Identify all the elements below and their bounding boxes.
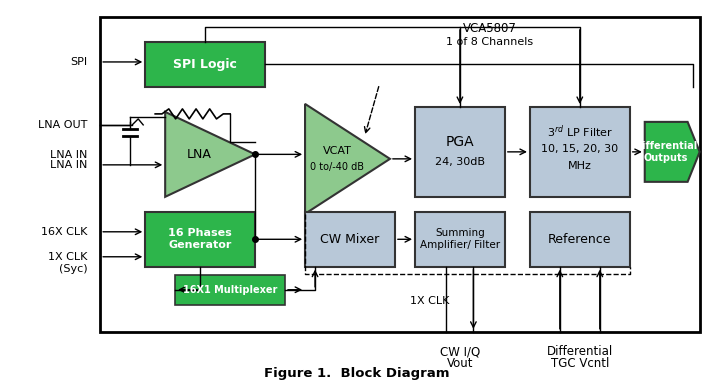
Text: Figure 1.  Block Diagram: Figure 1. Block Diagram: [265, 367, 450, 380]
Bar: [100, 17, 700, 332]
Text: SPI Logic: SPI Logic: [173, 58, 237, 71]
Text: VCAT: VCAT: [323, 146, 352, 156]
Text: LNA IN: LNA IN: [50, 150, 87, 160]
Text: MHz: MHz: [568, 161, 592, 171]
Bar: [145, 212, 255, 267]
Bar: [415, 212, 505, 267]
Text: 16X CLK: 16X CLK: [41, 227, 87, 237]
Text: CW I/Q: CW I/Q: [440, 345, 480, 358]
Text: TGC Vcntl: TGC Vcntl: [551, 357, 609, 370]
Text: 1X CLK: 1X CLK: [410, 296, 449, 306]
Text: PGA: PGA: [445, 135, 474, 149]
Text: LNA OUT: LNA OUT: [38, 120, 87, 130]
Text: CW Mixer: CW Mixer: [320, 233, 380, 246]
Text: LNA: LNA: [187, 148, 212, 161]
Bar: [145, 42, 265, 87]
Text: 24, 30dB: 24, 30dB: [435, 157, 485, 167]
Text: 1 of 8 Channels: 1 of 8 Channels: [446, 37, 533, 47]
Bar: [415, 107, 505, 197]
Text: 16X1 Multiplexer: 16X1 Multiplexer: [183, 285, 277, 295]
Bar: [175, 275, 285, 305]
Text: 16 Phases
Generator: 16 Phases Generator: [168, 228, 232, 250]
Text: VCA5807: VCA5807: [463, 23, 517, 36]
Text: 10, 15, 20, 30: 10, 15, 20, 30: [541, 144, 618, 154]
Text: Reference: Reference: [548, 233, 611, 246]
Bar: [305, 212, 395, 267]
Polygon shape: [645, 122, 700, 182]
Text: Differential
Outputs: Differential Outputs: [634, 141, 698, 163]
Text: Summing
Amplifier/ Filter: Summing Amplifier/ Filter: [420, 228, 500, 250]
Bar: [530, 107, 630, 197]
Text: SPI: SPI: [70, 57, 87, 67]
Text: Vout: Vout: [447, 357, 473, 370]
Bar: [530, 212, 630, 267]
Polygon shape: [165, 112, 255, 197]
Text: 1X CLK: 1X CLK: [48, 252, 87, 262]
Text: 0 to/-40 dB: 0 to/-40 dB: [310, 162, 365, 172]
Text: 3$^{rd}$ LP Filter: 3$^{rd}$ LP Filter: [547, 124, 613, 140]
Text: LNA IN: LNA IN: [50, 160, 87, 170]
Polygon shape: [305, 104, 390, 214]
Text: (Syc): (Syc): [59, 264, 87, 274]
Text: Differential: Differential: [547, 345, 613, 358]
